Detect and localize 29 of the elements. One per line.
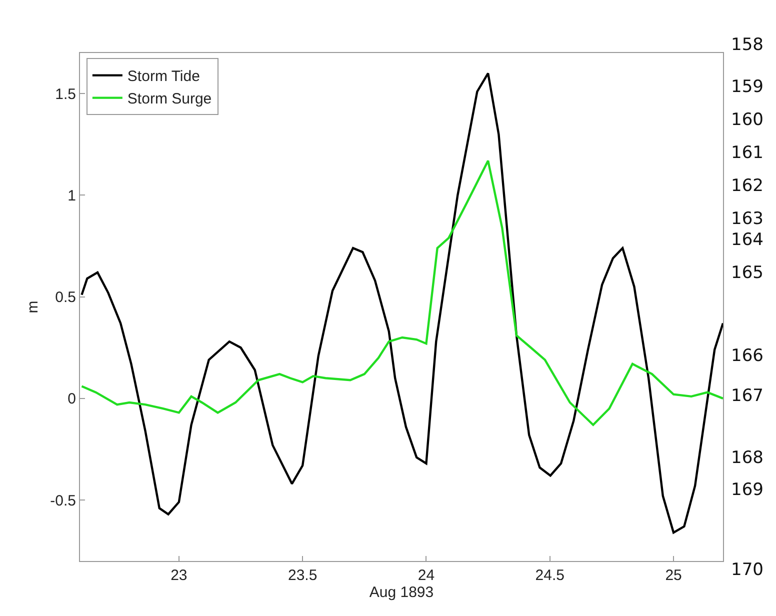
text: 159 [731, 77, 764, 97]
text: 170 [731, 560, 764, 580]
y-tick-label: 0.5 [55, 289, 76, 306]
x-tick-label: 25 [665, 567, 682, 584]
x-tick-label: 24.5 [535, 567, 564, 584]
text: 166 [731, 346, 764, 366]
y-axis-title: m [24, 300, 42, 314]
text: 167 [731, 386, 764, 406]
y-tick-label: 1.5 [55, 86, 76, 103]
text: 162 [731, 176, 764, 196]
y-tick-label: 0 [68, 390, 76, 408]
text: 168 [731, 448, 764, 468]
legend-label: Storm Surge [127, 90, 212, 108]
y-tick-label: -0.5 [50, 492, 76, 510]
line-series [80, 160, 723, 426]
x-tick-label: 23 [170, 567, 188, 584]
x-axis-title: Aug 1893 [369, 584, 434, 601]
x-tick-label: 23.5 [288, 567, 318, 584]
text: 161 [731, 143, 764, 163]
text: 164 [731, 230, 764, 250]
y-tick-label: 1 [68, 187, 76, 204]
text: 169 [731, 480, 764, 500]
legend-label: Storm Tide [127, 68, 200, 86]
text: 160 [731, 110, 764, 130]
text: 165 [731, 263, 764, 283]
text: 163 [731, 209, 764, 229]
line-series [80, 72, 723, 534]
text: 158 [731, 35, 764, 55]
x-tick-label: 24 [418, 567, 435, 584]
